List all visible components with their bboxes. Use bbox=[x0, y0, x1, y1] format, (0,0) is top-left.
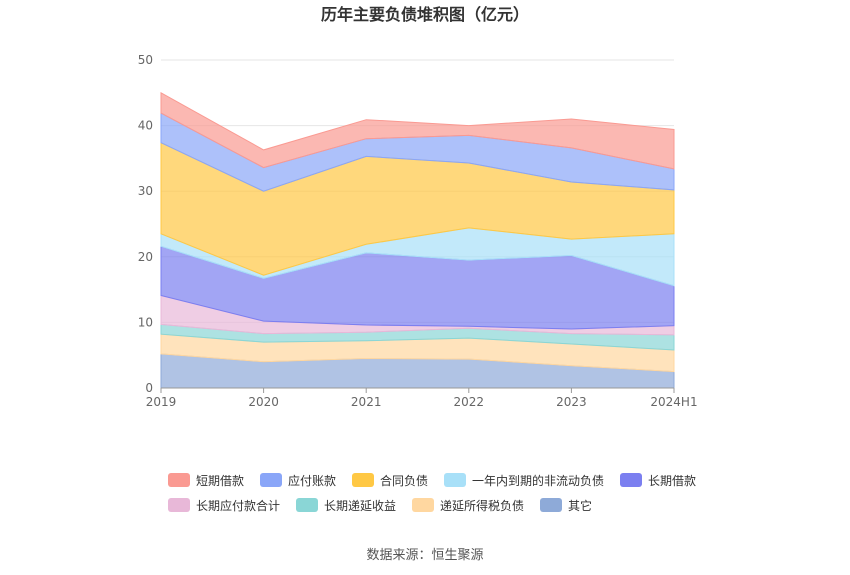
legend-label: 递延所得税负债 bbox=[440, 498, 524, 513]
legend-swatch bbox=[168, 498, 190, 512]
legend-label: 一年内到期的非流动负债 bbox=[472, 473, 604, 488]
x-tick-label: 2023 bbox=[556, 395, 587, 409]
x-tick-label: 2020 bbox=[248, 395, 279, 409]
y-tick-label: 20 bbox=[138, 250, 153, 264]
legend-label: 其它 bbox=[568, 498, 592, 513]
legend-swatch bbox=[296, 498, 318, 512]
x-tick-label: 2024H1 bbox=[650, 395, 697, 409]
legend-label: 长期递延收益 bbox=[324, 499, 396, 513]
y-tick-label: 30 bbox=[138, 184, 153, 198]
legend-swatch bbox=[412, 498, 434, 512]
axes: 0 10 20 30 40 50 2019 2020 2021 2022 2023 2024H1 bbox=[138, 53, 698, 409]
legend-label: 长期借款 bbox=[648, 474, 696, 488]
source-note: 数据来源：恒生聚源 bbox=[366, 548, 483, 563]
legend-swatch bbox=[540, 498, 562, 512]
chart-title: 历年主要负债堆积图（亿元） bbox=[321, 5, 529, 24]
x-tick-label: 2022 bbox=[454, 395, 485, 409]
legend-label: 应付账款 bbox=[288, 473, 336, 488]
area-短期借款 bbox=[160, 91, 675, 170]
y-tick-label: 50 bbox=[138, 53, 153, 67]
legend-label: 长期应付款合计 bbox=[196, 498, 280, 513]
legend-swatch bbox=[444, 473, 466, 487]
x-tick-label: 2021 bbox=[351, 395, 382, 409]
legend-label: 合同负债 bbox=[380, 473, 428, 488]
x-tick-label: 2019 bbox=[146, 395, 177, 409]
y-tick-label: 10 bbox=[138, 315, 153, 329]
legend-label: 短期借款 bbox=[196, 474, 244, 488]
legend-swatch bbox=[352, 473, 374, 487]
y-tick-label: 40 bbox=[138, 119, 153, 133]
y-tick-label: 0 bbox=[145, 381, 153, 395]
legend-swatch bbox=[620, 473, 642, 487]
legend-swatch bbox=[260, 473, 282, 487]
legend-swatch bbox=[168, 473, 190, 487]
area-series-group bbox=[160, 91, 675, 389]
